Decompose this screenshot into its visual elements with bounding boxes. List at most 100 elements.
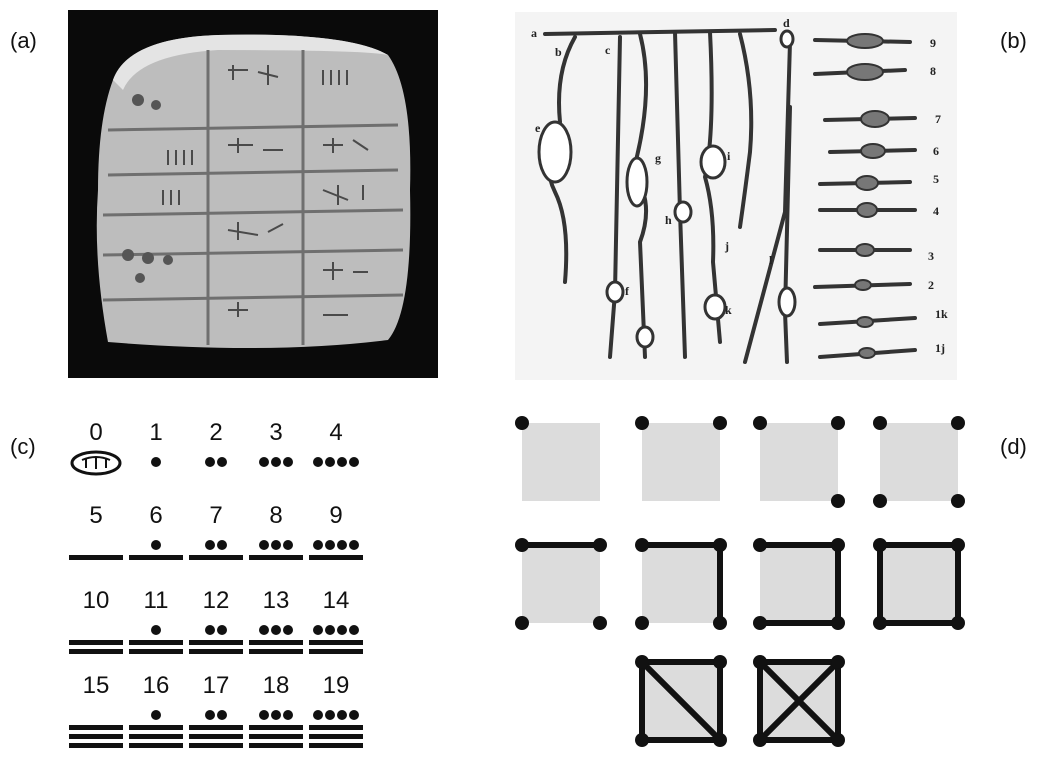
graph-vertex (753, 655, 767, 669)
cuneiform-tablet-image (68, 10, 438, 378)
graph-vertex (753, 538, 767, 552)
knot-number-8: 8 (930, 64, 936, 78)
graph-vertex (831, 616, 845, 630)
maya-glyph (249, 625, 303, 654)
knot-letter-e: e (535, 121, 541, 135)
knot-letter-c: c (605, 43, 611, 57)
graph-cell (753, 416, 845, 508)
maya-numeral-label: 7 (209, 502, 222, 529)
graph-vertex (753, 616, 767, 630)
knot-letter-h: h (665, 213, 672, 227)
graph-vertex (951, 538, 965, 552)
panel-label-c: (c) (10, 434, 36, 459)
graph-vertex (635, 733, 649, 747)
maya-numeral-label: 17 (203, 672, 230, 699)
knot-letter-i: i (727, 149, 731, 163)
maya-glyph (205, 457, 227, 467)
knot-letter-g: g (655, 151, 661, 165)
maya-numeral-label: 15 (83, 672, 110, 699)
knots-illustration: a b c d e f g h i j k l 9 8 7 6 5 4 3 2 … (515, 12, 957, 380)
graph-vertex (635, 416, 649, 430)
maya-glyph (189, 710, 243, 748)
graph-vertex (593, 538, 607, 552)
graph-progression-diagram (515, 416, 965, 747)
panel-label-d: (d) (1000, 434, 1027, 459)
knot-letter-d: d (783, 16, 790, 30)
maya-numeral-label: 6 (149, 502, 162, 529)
graph-vertex (515, 416, 529, 430)
knot-number-2: 2 (928, 278, 934, 292)
graph-cell (873, 538, 965, 630)
graph-vertex (873, 416, 887, 430)
maya-glyph (309, 710, 363, 748)
graph-vertex (635, 616, 649, 630)
graph-vertex (515, 616, 529, 630)
maya-numeral-label: 18 (263, 672, 290, 699)
maya-glyph (129, 625, 183, 654)
graph-vertex (713, 616, 727, 630)
graph-vertex (713, 538, 727, 552)
graph-vertex (831, 655, 845, 669)
maya-numeral-label: 5 (89, 502, 102, 529)
knot-letter-j: j (724, 239, 729, 253)
graph-cell (753, 538, 845, 630)
graph-vertex (873, 616, 887, 630)
graph-vertex (873, 494, 887, 508)
graph-vertex (713, 655, 727, 669)
maya-numeral-label: 13 (263, 587, 290, 614)
panel-label-a: (a) (10, 28, 37, 53)
maya-glyph (129, 540, 183, 560)
maya-numeral-label: 10 (83, 587, 110, 614)
knot-number-1j: 1j (935, 341, 945, 355)
graph-vertex (713, 416, 727, 430)
maya-numeral-label: 16 (143, 672, 170, 699)
knot-letter-a: a (531, 26, 537, 40)
maya-glyph (309, 625, 363, 654)
graph-cell (635, 538, 727, 630)
knot-letter-f: f (625, 284, 630, 298)
maya-numeral-label: 1 (149, 419, 162, 446)
maya-numeral-label: 19 (323, 672, 350, 699)
maya-glyph (69, 555, 123, 560)
maya-numeral-label: 9 (329, 502, 342, 529)
graph-vertex (753, 733, 767, 747)
graph-vertex (831, 538, 845, 552)
graph-cell (753, 655, 845, 747)
graph-vertex (831, 494, 845, 508)
maya-numeral-label: 4 (329, 419, 342, 446)
graph-cell (515, 538, 607, 630)
graph-cell (635, 655, 727, 747)
maya-glyph (189, 625, 243, 654)
graph-vertex (831, 733, 845, 747)
graph-edge (757, 659, 841, 743)
knot-number-6: 6 (933, 144, 939, 158)
maya-glyph (69, 725, 123, 748)
knot-number-9: 9 (930, 36, 936, 50)
maya-numeral-label: 3 (269, 419, 282, 446)
maya-numeral-label: 12 (203, 587, 230, 614)
graph-vertex (951, 416, 965, 430)
graph-vertex (951, 494, 965, 508)
panel-label-b: (b) (1000, 28, 1027, 53)
knot-letter-l: l (769, 253, 773, 267)
knot-number-3: 3 (928, 249, 934, 263)
maya-glyph (69, 640, 123, 654)
graph-edge (639, 659, 723, 743)
maya-glyph (309, 540, 363, 560)
graph-vertex (713, 733, 727, 747)
knot-number-1k: 1k (935, 307, 948, 321)
graph-vertex (873, 538, 887, 552)
maya-glyph (189, 540, 243, 560)
shell-glyph (70, 450, 122, 476)
knot-letter-b: b (555, 45, 562, 59)
knot-number-5: 5 (933, 172, 939, 186)
maya-glyph (151, 457, 161, 467)
knot-letter-k: k (725, 303, 732, 317)
knot-number-4: 4 (933, 204, 939, 218)
maya-numeral-label: 0 (89, 419, 102, 446)
graph-cell (515, 416, 600, 501)
maya-numeral-label: 2 (209, 419, 222, 446)
graph-vertex (951, 616, 965, 630)
graph-vertex (831, 416, 845, 430)
